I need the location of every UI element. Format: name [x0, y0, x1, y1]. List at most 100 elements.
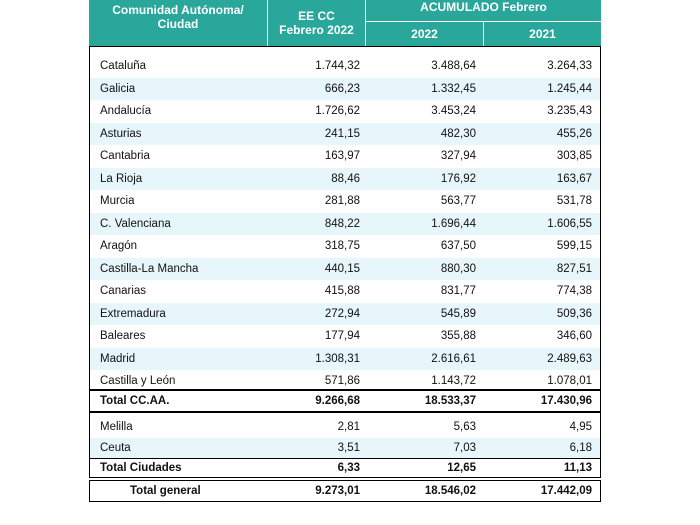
header-year-2021: 2021 — [483, 22, 601, 46]
row-eecc: 272,94 — [324, 307, 360, 320]
table-row: Asturias 241,15 482,30 455,26 — [90, 122, 600, 145]
row-name: Murcia — [100, 195, 135, 207]
header-eecc-line1: EE CC — [298, 9, 335, 23]
row-name: Ceuta — [100, 442, 131, 454]
row-name: Castilla-La Mancha — [100, 262, 199, 275]
row-eecc: 177,94 — [324, 330, 360, 342]
row-2022: 2.616,61 — [431, 352, 476, 365]
row-2021: 531,78 — [556, 195, 592, 207]
table-row: Canarias 415,88 831,77 774,38 — [90, 280, 600, 303]
table-header: Comunidad Autónoma/Ciudad EE CC Febrero 2… — [89, 0, 601, 46]
row-2021: 3.235,43 — [547, 105, 592, 117]
row-name: Andalucía — [100, 105, 152, 117]
total-ccaa-2021: 17.430,96 — [540, 395, 592, 407]
row-2021: 509,36 — [556, 307, 592, 320]
table-row: Castilla-La Mancha 440,15 880,30 827,51 — [90, 257, 600, 280]
total-general-row: Total general 9.273,01 18.546,02 17.442,… — [89, 480, 601, 502]
table-row: Melilla 2,81 5,63 4,95 — [90, 417, 600, 438]
table-row: Ceuta 3,51 7,03 6,18 — [90, 438, 600, 459]
table-row: Aragón 318,75 637,50 599,15 — [90, 235, 600, 258]
row-name: Canarias — [100, 285, 147, 297]
total-ccaa-row: Total CC.AA. 9.266,68 18.533,37 17.430,9… — [89, 390, 601, 412]
total-ciudades-eecc: 6,33 — [337, 462, 360, 474]
row-eecc: 666,23 — [324, 82, 360, 95]
header-acumulado: ACUMULADO Febrero — [365, 0, 601, 22]
row-eecc: 440,15 — [324, 262, 360, 275]
row-2021: 346,60 — [556, 330, 592, 342]
row-name: Extremadura — [100, 307, 166, 320]
table-row: La Rioja 88,46 176,92 163,67 — [90, 167, 600, 190]
row-eecc: 88,46 — [331, 172, 360, 185]
row-2022: 1.332,45 — [431, 82, 476, 95]
row-2021: 455,26 — [556, 127, 592, 140]
row-name: C. Valenciana — [100, 217, 171, 230]
row-eecc: 571,86 — [324, 375, 360, 387]
row-2022: 1.696,44 — [431, 217, 476, 230]
header-eecc: EE CC Febrero 2022 — [267, 0, 365, 46]
regions-section: Cataluña 1.744,32 3.488,64 3.264,33 Galicia 6… — [89, 46, 601, 390]
row-2022: 327,94 — [440, 150, 476, 162]
row-2021: 1.606,55 — [547, 217, 592, 230]
row-2022: 3.488,64 — [431, 60, 476, 72]
row-2022: 1.143,72 — [431, 375, 476, 387]
cities-section: Melilla 2,81 5,63 4,95 Ceuta 3,51 7,03 6,18 — [89, 412, 601, 459]
total-ciudades-2022: 12,65 — [447, 462, 476, 474]
row-name: Galicia — [100, 82, 136, 95]
total-ccaa-eecc: 9.266,68 — [315, 395, 360, 407]
row-eecc: 848,22 — [324, 217, 360, 230]
table-row: Galicia 666,23 1.332,45 1.245,44 — [90, 77, 600, 100]
row-eecc: 3,51 — [337, 442, 360, 454]
row-name: Melilla — [100, 421, 133, 433]
row-eecc: 1.726,62 — [315, 105, 360, 117]
row-2022: 880,30 — [440, 262, 476, 275]
row-2021: 4,95 — [569, 421, 592, 433]
header-region-line2: Ciudad — [157, 17, 199, 31]
table-row: Madrid 1.308,31 2.616,61 2.489,63 — [90, 347, 600, 370]
total-ciudades-label: Total Ciudades — [100, 462, 182, 474]
row-2022: 831,77 — [440, 285, 476, 297]
total-ccaa-label: Total CC.AA. — [100, 395, 170, 407]
table-row: Castilla y León 571,86 1.143,72 1.078,01 — [90, 370, 600, 393]
header-region: Comunidad Autónoma/Ciudad — [89, 0, 267, 46]
row-2021: 827,51 — [556, 262, 592, 275]
row-name: Asturias — [100, 127, 142, 140]
table-row: Andalucía 1.726,62 3.453,24 3.235,43 — [90, 100, 600, 123]
row-2021: 1.078,01 — [547, 375, 592, 387]
table-row: Cataluña 1.744,32 3.488,64 3.264,33 — [90, 55, 600, 78]
table-row: C. Valenciana 848,22 1.696,44 1.606,55 — [90, 212, 600, 235]
header-eecc-line2: Febrero 2022 — [279, 23, 354, 37]
total-general-2022: 18.546,02 — [424, 485, 476, 497]
row-eecc: 1.308,31 — [315, 352, 360, 365]
table-row: Baleares 177,94 355,88 346,60 — [90, 325, 600, 348]
row-2021: 1.245,44 — [547, 82, 592, 95]
row-2021: 6,18 — [569, 442, 592, 454]
row-2022: 355,88 — [440, 330, 476, 342]
row-2022: 563,77 — [440, 195, 476, 207]
table-row: Extremadura 272,94 545,89 509,36 — [90, 302, 600, 325]
total-general-label: Total general — [130, 485, 201, 497]
row-2021: 2.489,63 — [547, 352, 592, 365]
row-eecc: 318,75 — [324, 240, 360, 252]
row-eecc: 415,88 — [324, 285, 360, 297]
row-2022: 637,50 — [440, 240, 476, 252]
row-2022: 3.453,24 — [431, 105, 476, 117]
row-2022: 482,30 — [440, 127, 476, 140]
row-2021: 3.264,33 — [547, 60, 592, 72]
row-2021: 303,85 — [556, 150, 592, 162]
row-name: Baleares — [100, 330, 146, 342]
total-ciudades-2021: 11,13 — [563, 462, 592, 474]
row-2021: 599,15 — [556, 240, 592, 252]
row-name: Cataluña — [100, 60, 147, 72]
row-2022: 5,63 — [453, 421, 476, 433]
table-row: Cantabria 163,97 327,94 303,85 — [90, 145, 600, 168]
row-eecc: 281,88 — [324, 195, 360, 207]
row-2022: 7,03 — [453, 442, 476, 454]
row-name: Cantabria — [100, 150, 150, 162]
row-eecc: 2,81 — [337, 421, 360, 433]
row-2021: 163,67 — [556, 172, 592, 185]
row-eecc: 241,15 — [324, 127, 360, 140]
row-eecc: 1.744,32 — [315, 60, 360, 72]
row-2021: 774,38 — [556, 285, 592, 297]
table-row: Murcia 281,88 563,77 531,78 — [90, 190, 600, 213]
total-ccaa-2022: 18.533,37 — [424, 395, 476, 407]
